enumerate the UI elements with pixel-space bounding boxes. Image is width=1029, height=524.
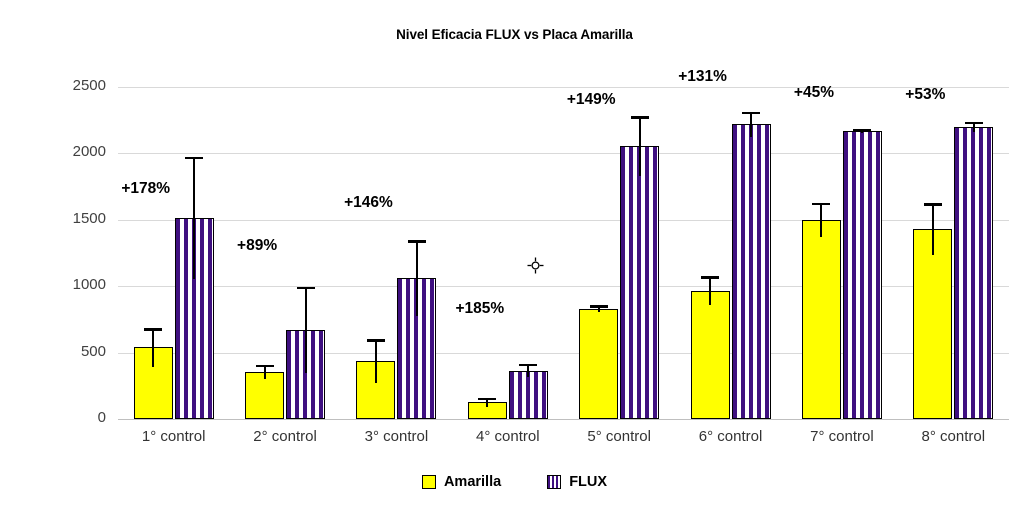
x-tick-label: 7° control: [810, 428, 874, 445]
error-bar-cap-top: [255, 364, 274, 368]
error-bar-stem: [931, 203, 934, 255]
x-tick-label: 2° control: [253, 428, 317, 445]
bar-flux[interactable]: [620, 146, 660, 419]
legend-label: FLUX: [569, 474, 608, 490]
y-tick-label: 1500: [72, 209, 106, 227]
y-axis: 2500 2000 1500 1000 500 0: [28, 77, 136, 426]
error-bar-cap-top: [701, 276, 720, 279]
error-bar-stem: [152, 328, 155, 367]
error-bar-cap-top: [923, 203, 942, 206]
y-tick-label: 500: [80, 342, 106, 360]
percent-annotation: +178%: [121, 179, 171, 197]
error-bar-stem: [750, 111, 753, 137]
error-bar-stem: [486, 397, 489, 408]
x-tick-label: 3° control: [364, 428, 429, 445]
error-bar-stem: [597, 305, 600, 313]
error-bar-cap-top: [630, 116, 649, 119]
bar-flux[interactable]: [954, 126, 994, 419]
percent-annotation: +146%: [344, 194, 393, 212]
error-bar-stem: [304, 286, 307, 374]
bar-flux[interactable]: [731, 124, 771, 419]
bar-amarilla[interactable]: [801, 219, 841, 419]
error-bar-stem: [820, 202, 823, 238]
error-bar-cap-top: [964, 121, 983, 125]
error-bar-cap-top: [478, 397, 497, 401]
x-tick-label: 4° control: [476, 428, 540, 445]
bar-flux[interactable]: [508, 370, 548, 419]
gridline: [118, 219, 1009, 221]
gridline: [118, 87, 1009, 88]
error-bar-cap-top: [589, 305, 608, 308]
error-bar-stem: [972, 121, 975, 133]
bar-amarilla[interactable]: [245, 371, 285, 419]
bar-group: [118, 87, 229, 419]
bar-amarilla[interactable]: [690, 290, 730, 419]
x-tick-label: 8° control: [921, 428, 986, 445]
legend-label: Amarilla: [443, 474, 502, 490]
percent-annotation: +185%: [455, 300, 505, 318]
error-bar-stem: [415, 240, 418, 317]
legend-swatch-icon: [547, 475, 562, 489]
gridline: [118, 419, 1009, 420]
error-bar-cap-top: [742, 111, 761, 115]
bar-group: [786, 87, 897, 419]
gridline: [118, 286, 1009, 288]
x-tick-label: 6° control: [698, 428, 763, 445]
percent-annotation: +89%: [237, 236, 278, 254]
bar-group: [452, 87, 563, 419]
plot-area: +178% +89% +146% +185% +149% +131% +45% +53%: [118, 68, 1009, 420]
legend-item-flux[interactable]: FLUX: [547, 474, 607, 490]
y-tick-label: 2500: [72, 77, 106, 94]
bar-group: [675, 87, 786, 419]
bar-group: [564, 87, 675, 419]
error-bar-stem: [638, 116, 641, 176]
error-bar-stem: [374, 339, 377, 384]
x-tick-label: 5° control: [587, 428, 651, 445]
x-axis: 1° control 2° control 3° control 4° control…: [118, 428, 1009, 454]
error-bar-stem: [527, 363, 530, 378]
y-tick-label: 1000: [72, 276, 106, 294]
legend-item-amarilla[interactable]: Amarilla: [421, 474, 502, 490]
gridline: [118, 352, 1009, 354]
bar-amarilla[interactable]: [579, 308, 619, 419]
bar-amarilla[interactable]: [913, 229, 953, 419]
error-bar-cap-top: [185, 156, 204, 160]
error-bar-stem: [263, 364, 266, 380]
legend-swatch-icon: [421, 475, 436, 489]
percent-annotation: +149%: [566, 91, 616, 109]
chart-legend: Amarilla FLUX: [0, 474, 1029, 490]
bar-group: [229, 87, 340, 419]
percent-annotation: +131%: [678, 68, 727, 86]
percent-annotation: +53%: [905, 85, 946, 103]
error-bar-cap-top: [519, 363, 538, 367]
error-bar-stem: [193, 156, 196, 279]
bar-group: [898, 87, 1009, 419]
x-tick-label: 1° control: [141, 428, 206, 445]
y-tick-label: 0: [97, 409, 106, 426]
y-tick-label: 2000: [72, 143, 106, 161]
bar-group: [341, 87, 452, 419]
error-bar-stem: [709, 276, 712, 306]
error-bar-cap-top: [812, 202, 831, 206]
error-bar-cap-top: [144, 328, 163, 331]
error-bar-cap-top: [366, 339, 385, 342]
error-bar-cap-top: [407, 240, 426, 243]
gridline: [118, 153, 1009, 155]
crosshair-target-cursor: [527, 257, 544, 274]
error-bar-cap-top: [296, 286, 315, 290]
chart-title: Nivel Eficacia FLUX vs Placa Amarilla: [396, 27, 633, 42]
bar-flux[interactable]: [842, 130, 882, 419]
percent-annotation: +45%: [793, 83, 834, 101]
error-bar-cap-top: [853, 128, 872, 132]
